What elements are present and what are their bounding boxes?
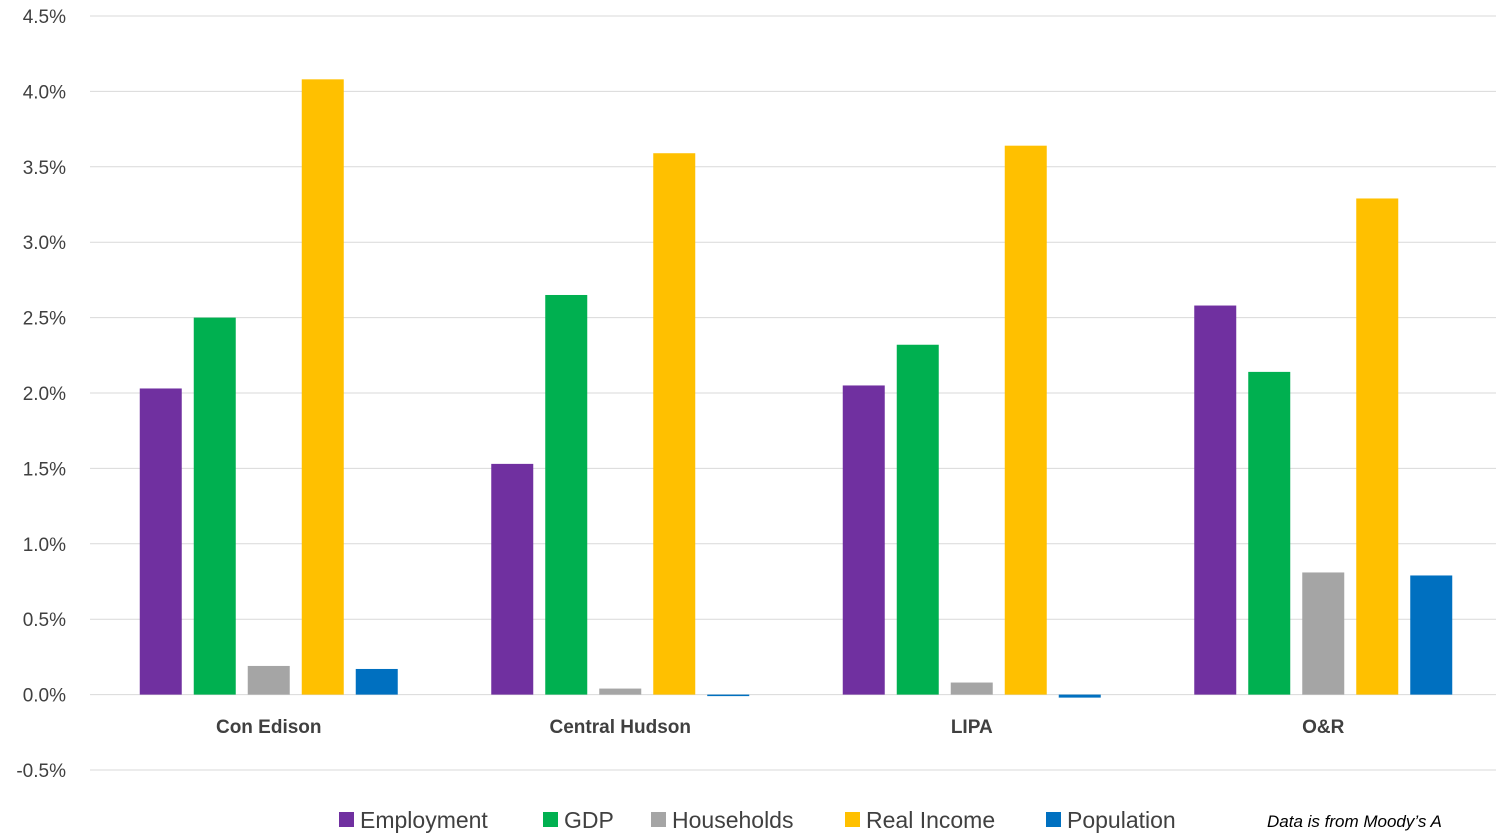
y-tick-label: 3.5% <box>23 158 66 179</box>
y-tick-label: 0.5% <box>23 610 66 631</box>
legend-item: Real Income <box>845 807 995 833</box>
bar-households <box>1302 572 1345 695</box>
y-tick-label: 1.0% <box>23 535 66 556</box>
legend-item: GDP <box>543 807 614 833</box>
y-tick-label: 3.0% <box>23 233 66 254</box>
legend-label: Employment <box>360 807 488 833</box>
bar-population <box>1410 575 1453 695</box>
bar-gdp <box>545 294 588 695</box>
bar-households <box>950 682 993 695</box>
bar-real-income <box>653 153 696 695</box>
legend-swatch <box>339 812 354 827</box>
bar-population <box>1058 694 1101 698</box>
category-label: Central Hudson <box>550 717 691 738</box>
y-tick-label: 4.0% <box>23 82 66 103</box>
legend-swatch <box>543 812 558 827</box>
legend-swatch <box>651 812 666 827</box>
legend-label: Population <box>1067 807 1176 833</box>
y-tick-label: -0.5% <box>16 761 66 782</box>
bar-employment <box>1194 305 1237 695</box>
bar-real-income <box>1356 198 1399 695</box>
y-tick-label: 0.0% <box>23 686 66 707</box>
y-tick-label: 4.5% <box>23 7 66 28</box>
legend-item: Households <box>651 807 793 833</box>
legend-label: GDP <box>564 807 614 833</box>
bar-gdp <box>193 317 236 695</box>
bar-population <box>355 668 398 695</box>
legend: Employment GDP Households Real Income Popula… <box>339 807 1176 833</box>
y-tick-label: 2.0% <box>23 384 66 405</box>
bar-households <box>599 688 642 695</box>
legend-swatch <box>1046 812 1061 827</box>
bar-employment <box>491 463 534 695</box>
legend-label: Real Income <box>866 807 995 833</box>
y-tick-label: 1.5% <box>23 459 66 480</box>
legend-item: Employment <box>339 807 488 833</box>
bar-employment <box>842 385 885 695</box>
bar-households <box>247 665 290 695</box>
category-label: O&R <box>1302 717 1345 738</box>
legend-label: Households <box>672 807 793 833</box>
bar-employment <box>139 388 182 695</box>
category-label: Con Edison <box>216 717 322 738</box>
bar-gdp <box>896 344 939 695</box>
bars <box>139 79 1453 698</box>
legend-item: Population <box>1046 807 1176 833</box>
bar-gdp <box>1248 371 1291 695</box>
legend-swatch <box>845 812 860 827</box>
y-axis-tick-labels: 4.5% 4.0% 3.5% 3.0% 2.5% 2.0% 1.5% 1.0% 0.5% 0.0%… <box>16 7 66 782</box>
bar-real-income <box>1004 145 1047 695</box>
bar-population <box>707 694 750 697</box>
bar-real-income <box>301 79 344 695</box>
source-note: Data is from Moody’s A <box>1267 812 1442 831</box>
y-tick-label: 2.5% <box>23 309 66 330</box>
category-labels: Con Edison Central Hudson LIPA O&R <box>216 717 1345 738</box>
category-label: LIPA <box>951 717 993 738</box>
